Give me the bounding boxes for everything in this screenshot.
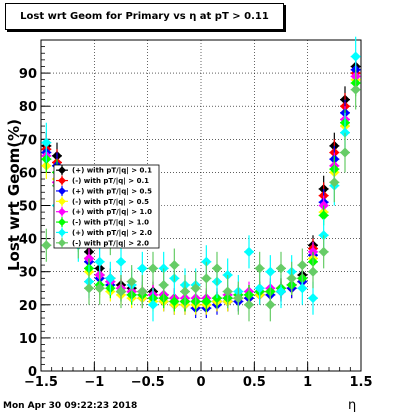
data-point xyxy=(126,276,137,287)
legend-entry: (+) with pT/|q| > 0.5 xyxy=(72,187,152,196)
legend-marker xyxy=(58,186,66,195)
legend-entry: (+) with pT/|q| > 1.0 xyxy=(72,208,152,217)
data-point xyxy=(84,283,94,294)
x-tick-label: −0.5 xyxy=(131,375,165,390)
data-point xyxy=(286,273,297,284)
data-point xyxy=(350,51,361,62)
data-point xyxy=(318,246,329,257)
x-tick-label: 0 xyxy=(196,375,205,390)
x-tick-label: −1 xyxy=(84,375,104,390)
data-point xyxy=(308,293,318,304)
data-point xyxy=(222,286,233,297)
y-tick-label: 90 xyxy=(19,67,37,82)
legend-marker xyxy=(58,218,66,227)
data-point xyxy=(148,299,158,310)
data-point xyxy=(94,283,105,294)
y-tick-label: 20 xyxy=(19,299,37,314)
legend-marker xyxy=(58,197,66,206)
data-point xyxy=(340,147,350,158)
x-tick-label: 1 xyxy=(303,375,312,390)
legend-box xyxy=(53,164,160,249)
y-tick-label: 60 xyxy=(19,166,37,181)
data-point xyxy=(169,296,180,307)
data-point xyxy=(276,286,286,297)
data-point xyxy=(318,210,329,221)
data-point xyxy=(158,279,169,290)
data-point xyxy=(137,263,148,274)
chart-title: Lost wrt Geom for Primary vs η at pT > 0… xyxy=(20,11,269,22)
y-tick-label: 40 xyxy=(19,233,37,248)
data-point xyxy=(180,286,190,297)
data-point xyxy=(254,283,265,294)
legend-entry: (-) with pT/|q| > 0.1 xyxy=(72,177,149,186)
legend-marker xyxy=(58,238,66,247)
data-point xyxy=(276,263,286,274)
data-point xyxy=(244,299,254,310)
data-point xyxy=(254,263,265,274)
data-point xyxy=(201,273,212,284)
data-point xyxy=(169,260,180,271)
legend-marker xyxy=(58,176,66,185)
x-tick-label: −1.5 xyxy=(24,375,58,390)
title-box: Lost wrt Geom for Primary vs η at pT > 0… xyxy=(5,3,284,30)
y-tick-label: 30 xyxy=(19,266,37,281)
y-axis-label-text: Lost wrt Geom(%) xyxy=(5,119,23,271)
legend-entry: (-) with pT/|q| > 2.0 xyxy=(72,239,149,248)
data-point xyxy=(201,296,212,307)
data-point xyxy=(148,263,158,274)
x-tick-label: 1.5 xyxy=(349,375,372,390)
legend-marker xyxy=(58,166,66,175)
data-point xyxy=(212,263,222,274)
y-tick-label: 0 xyxy=(28,365,37,380)
legend-entry: (-) with pT/|q| > 1.0 xyxy=(72,219,149,228)
x-axis-label: η xyxy=(348,398,357,413)
data-point xyxy=(190,283,201,294)
datestamp: Mon Apr 30 09:22:23 2018 xyxy=(3,401,138,411)
y-tick-label: 50 xyxy=(19,200,37,215)
y-tick-label: 70 xyxy=(19,133,37,148)
y-tick-label: 80 xyxy=(19,100,37,115)
legend-entry: (-) with pT/|q| > 0.5 xyxy=(72,198,149,207)
data-point xyxy=(41,137,52,148)
data-point xyxy=(94,256,105,267)
data-point xyxy=(265,266,276,277)
data-point xyxy=(308,266,318,277)
data-point xyxy=(265,299,276,310)
data-point xyxy=(244,246,254,257)
legend-entry: (+) with pT/|q| > 0.1 xyxy=(72,167,152,176)
data-point xyxy=(297,283,308,294)
legend-marker xyxy=(58,207,66,216)
data-point xyxy=(116,256,126,267)
data-point xyxy=(137,286,148,297)
data-point xyxy=(350,84,361,95)
y-tick-label: 10 xyxy=(19,332,37,347)
data-point xyxy=(116,286,126,297)
data-point xyxy=(329,177,340,188)
data-point xyxy=(233,293,244,304)
x-tick-label: 0.5 xyxy=(243,375,266,390)
legend-entry: (+) with pT/|q| > 2.0 xyxy=(72,229,152,238)
data-point xyxy=(297,260,308,271)
data-point xyxy=(105,273,116,284)
legend-marker xyxy=(58,228,66,237)
data-point xyxy=(41,240,52,251)
